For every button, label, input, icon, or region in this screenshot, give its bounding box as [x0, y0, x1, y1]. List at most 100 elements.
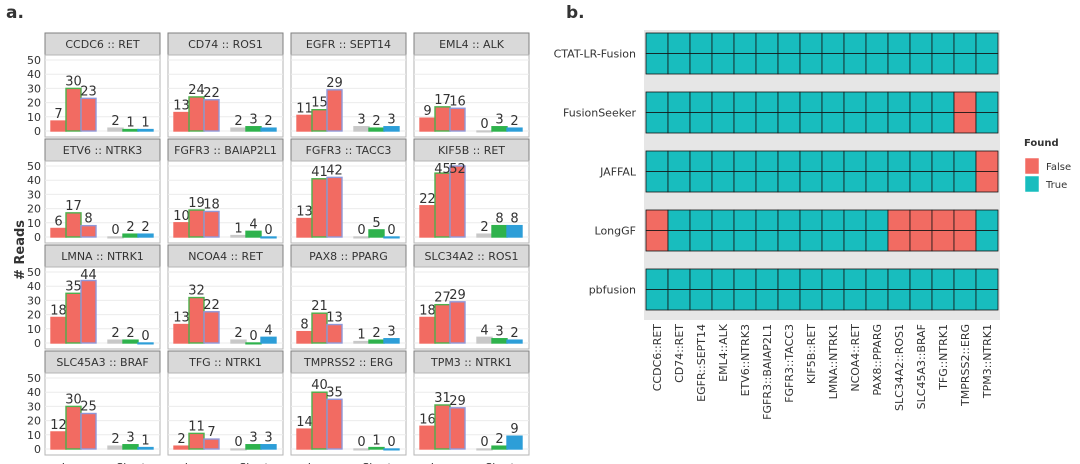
y-tick-label: 20 — [27, 309, 41, 322]
heatmap-cell — [931, 53, 955, 75]
heatmap-cell — [821, 268, 845, 290]
row-label: LongGF — [595, 225, 636, 238]
bar — [296, 114, 313, 132]
heatmap-cell — [909, 289, 933, 311]
data-label: 52 — [449, 162, 466, 177]
heatmap-cell — [689, 53, 713, 75]
heatmap-cell — [887, 91, 911, 113]
y-axis-label: # Reads — [13, 220, 28, 280]
y-tick-label: 20 — [27, 415, 41, 428]
bar — [80, 279, 97, 344]
heatmap-cell — [711, 209, 735, 231]
heatmap-cell — [711, 112, 735, 134]
data-label: 5 — [372, 216, 380, 231]
data-label: 3 — [249, 431, 257, 446]
legend-label: True — [1045, 180, 1067, 191]
heatmap-cell — [777, 150, 801, 172]
heatmap-cell — [733, 289, 757, 311]
heatmap-cell — [667, 289, 691, 311]
bar — [449, 301, 466, 344]
facet-title: EGFR :: SEPT14 — [306, 38, 391, 51]
heatmap-cell — [667, 268, 691, 290]
heatmap-cell — [865, 150, 889, 172]
heatmap-cell — [931, 289, 955, 311]
heatmap-cell — [909, 230, 933, 252]
heatmap-cell — [689, 112, 713, 134]
heatmap-cell — [953, 209, 977, 231]
bar — [419, 316, 436, 344]
data-label: 7 — [54, 107, 62, 122]
heatmap-cell — [843, 91, 867, 113]
bar — [383, 126, 400, 132]
bar — [434, 172, 451, 238]
data-label: 11 — [296, 101, 313, 116]
y-tick-label: 20 — [27, 97, 41, 110]
data-label: 0 — [141, 329, 149, 344]
heatmap-cell — [733, 268, 757, 290]
y-tick-label: 30 — [27, 294, 41, 307]
data-label: 9 — [510, 422, 518, 437]
data-label: 1 — [372, 434, 380, 449]
data-label: 0 — [480, 117, 488, 132]
heatmap-cell — [667, 32, 691, 54]
heatmap-cell — [931, 91, 955, 113]
heatmap-cell — [645, 150, 669, 172]
bar — [383, 448, 400, 451]
heatmap-cell — [843, 32, 867, 54]
data-label: 3 — [495, 325, 503, 340]
bar — [260, 444, 277, 450]
data-label: 2 — [126, 326, 134, 341]
bar — [506, 339, 523, 344]
heatmap-cell — [755, 53, 779, 75]
y-tick-label: 0 — [34, 443, 41, 456]
legend-title: Found — [1024, 138, 1059, 149]
facet-title: FGFR3 :: TACC3 — [306, 144, 392, 157]
heatmap-cell — [821, 289, 845, 311]
data-label: 13 — [326, 311, 343, 326]
bar — [311, 312, 328, 344]
heatmap-cell — [975, 91, 999, 113]
heatmap-cell — [931, 112, 955, 134]
heatmap-cell — [667, 91, 691, 113]
heatmap-cell — [667, 53, 691, 75]
data-label: 0 — [480, 435, 488, 450]
data-label: 2 — [480, 220, 488, 235]
heatmap-cell — [865, 53, 889, 75]
heatmap-cell — [645, 209, 669, 231]
x-tick-label: Long — [185, 461, 212, 464]
heatmap-cell — [799, 268, 823, 290]
heatmap-cell — [821, 230, 845, 252]
bar — [137, 233, 154, 238]
heatmap-cell — [733, 171, 757, 193]
heatmap-cell — [755, 91, 779, 113]
bar — [326, 323, 343, 344]
bar — [491, 224, 508, 238]
x-tick-label: Short — [239, 461, 269, 464]
bar — [383, 338, 400, 344]
bar — [245, 230, 262, 238]
data-label: 1 — [234, 222, 242, 237]
bar — [506, 127, 523, 132]
heatmap-cell — [953, 32, 977, 54]
heatmap-cell — [733, 150, 757, 172]
facet-panel: TPM3 :: NTRK1163129029LongShort — [413, 350, 530, 464]
data-label: 16 — [419, 412, 436, 427]
column-label: TPM3::NTRK1 — [981, 324, 994, 399]
bar — [188, 432, 205, 450]
heatmap-cell — [667, 209, 691, 231]
data-label: 10 — [173, 209, 190, 224]
bar — [122, 339, 139, 344]
heatmap-cell — [909, 53, 933, 75]
heatmap-cell — [821, 53, 845, 75]
data-label: 18 — [203, 197, 220, 212]
heatmap-cell — [777, 91, 801, 113]
heatmap: CTAT-LR-Fusion FusionSeeker JAFFAL LongGF pb… — [554, 30, 1000, 420]
column-label: PAX8::PPARG — [871, 324, 884, 396]
heatmap-cell — [953, 53, 977, 75]
heatmap-cell — [799, 53, 823, 75]
y-tick-label: 10 — [27, 323, 41, 336]
x-tick-label: Long — [62, 461, 89, 464]
